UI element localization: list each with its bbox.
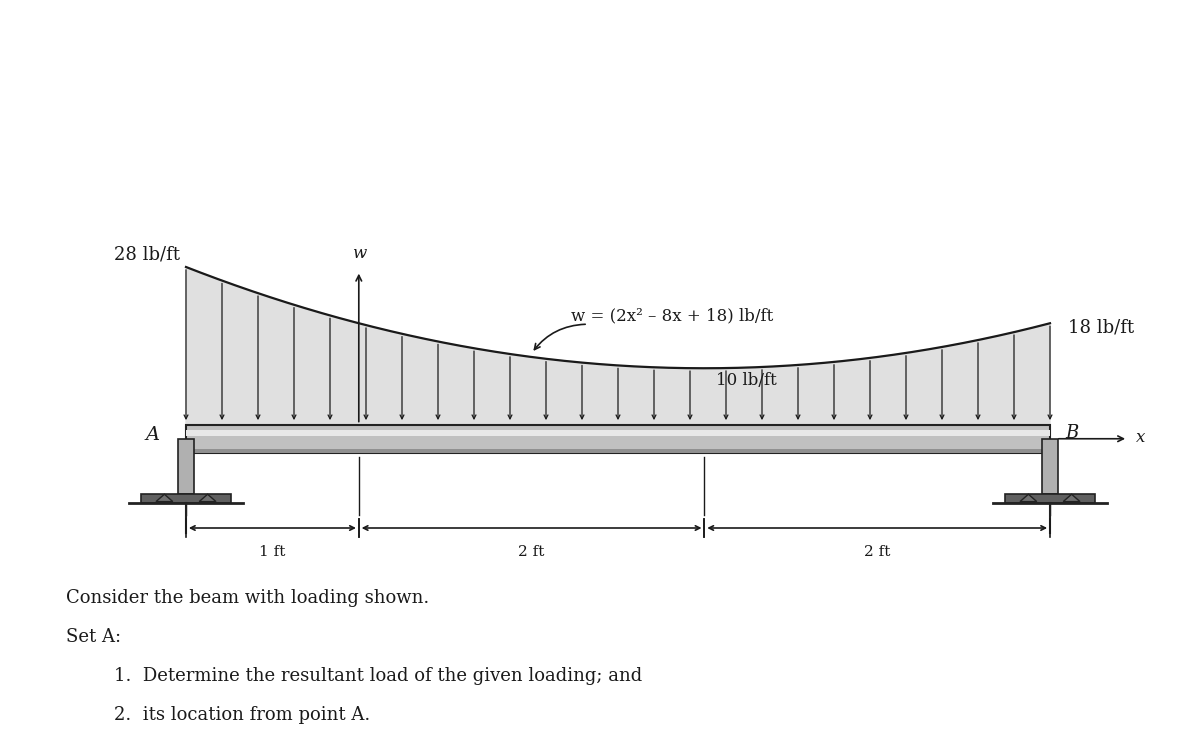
Bar	[186, 430, 1050, 436]
Text: 28 lb/ft: 28 lb/ft	[114, 245, 180, 263]
Polygon shape	[1020, 494, 1037, 502]
Text: 2 ft: 2 ft	[864, 544, 890, 559]
Text: w = (2x² – 8x + 18) lb/ft: w = (2x² – 8x + 18) lb/ft	[571, 308, 773, 324]
Text: Set A:: Set A:	[66, 628, 121, 646]
Bar	[186, 448, 1050, 453]
Bar	[186, 424, 1050, 453]
Bar	[1042, 439, 1058, 494]
Polygon shape	[1063, 494, 1080, 502]
Polygon shape	[199, 494, 216, 502]
Text: 2 ft: 2 ft	[518, 544, 545, 559]
Text: w: w	[352, 244, 366, 262]
Text: x: x	[1136, 429, 1146, 445]
Text: 2.  its location from point A.: 2. its location from point A.	[114, 706, 371, 724]
Text: B: B	[1066, 424, 1079, 442]
Text: 18 lb/ft: 18 lb/ft	[1068, 318, 1134, 336]
Bar	[1006, 494, 1096, 503]
Bar	[178, 439, 194, 494]
Polygon shape	[186, 267, 1050, 424]
Bar	[142, 494, 230, 503]
Text: A: A	[145, 426, 160, 444]
Text: Consider the beam with loading shown.: Consider the beam with loading shown.	[66, 589, 430, 607]
Text: 1 ft: 1 ft	[259, 544, 286, 559]
Polygon shape	[156, 494, 173, 502]
Text: 1.  Determine the resultant load of the given loading; and: 1. Determine the resultant load of the g…	[114, 667, 642, 685]
Text: 10 lb/ft: 10 lb/ft	[716, 372, 778, 389]
